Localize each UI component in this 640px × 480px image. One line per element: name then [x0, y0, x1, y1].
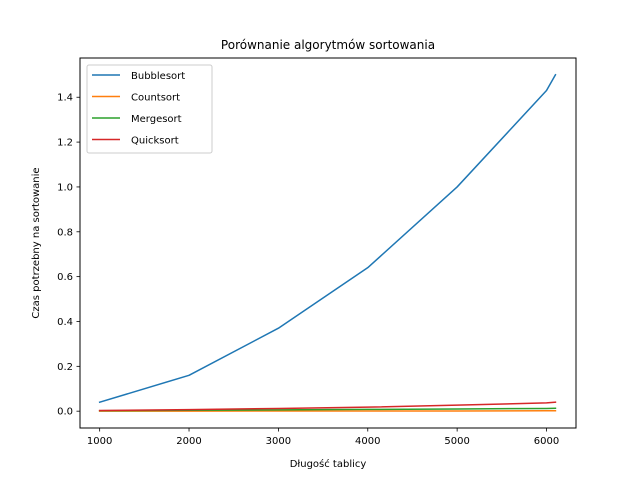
chart-title: Porównanie algorytmów sortowania — [221, 38, 435, 52]
y-tick-label: 0.6 — [57, 272, 73, 283]
y-tick-label: 0.2 — [57, 362, 73, 373]
x-tick-label: 6000 — [534, 436, 559, 447]
legend-label-bubblesort: Bubblesort — [131, 71, 185, 82]
legend-label-mergesort: Mergesort — [131, 114, 182, 125]
legend-box — [86, 64, 213, 154]
x-tick-label: 2000 — [176, 436, 201, 447]
y-axis-label: Czas potrzebny na sortowanie — [31, 167, 42, 318]
y-tick-label: 1.2 — [57, 138, 73, 149]
legend: Bubblesort Countsort Mergesort Quicksort — [86, 64, 213, 154]
y-axis-ticks: 0.0 0.2 0.4 0.6 0.8 1.0 1.2 1.4 — [57, 93, 80, 418]
x-tick-label: 5000 — [444, 436, 469, 447]
y-tick-label: 0.4 — [57, 317, 73, 328]
series-line-bubblesort — [98, 73, 557, 404]
x-tick-label: 3000 — [266, 436, 291, 447]
x-axis-ticks: 1000 2000 3000 4000 5000 6000 — [87, 428, 559, 447]
legend-label-countsort: Countsort — [131, 93, 180, 104]
plot-frame — [79, 57, 577, 429]
series-line-quicksort — [98, 401, 557, 412]
x-axis-label: Długość tablicy — [290, 458, 367, 470]
plot-area: 1000 2000 3000 4000 5000 6000 0.0 0.2 0.4 0.6 0.8… — [57, 57, 577, 447]
legend-label-quicksort: Quicksort — [131, 136, 179, 147]
y-tick-label: 0.8 — [57, 227, 73, 238]
x-tick-label: 1000 — [87, 436, 112, 447]
series-layer — [98, 73, 557, 412]
y-tick-label: 0.0 — [57, 407, 73, 418]
y-tick-label: 1.4 — [57, 93, 73, 104]
y-tick-label: 1.0 — [57, 182, 73, 193]
x-tick-label: 4000 — [355, 436, 380, 447]
